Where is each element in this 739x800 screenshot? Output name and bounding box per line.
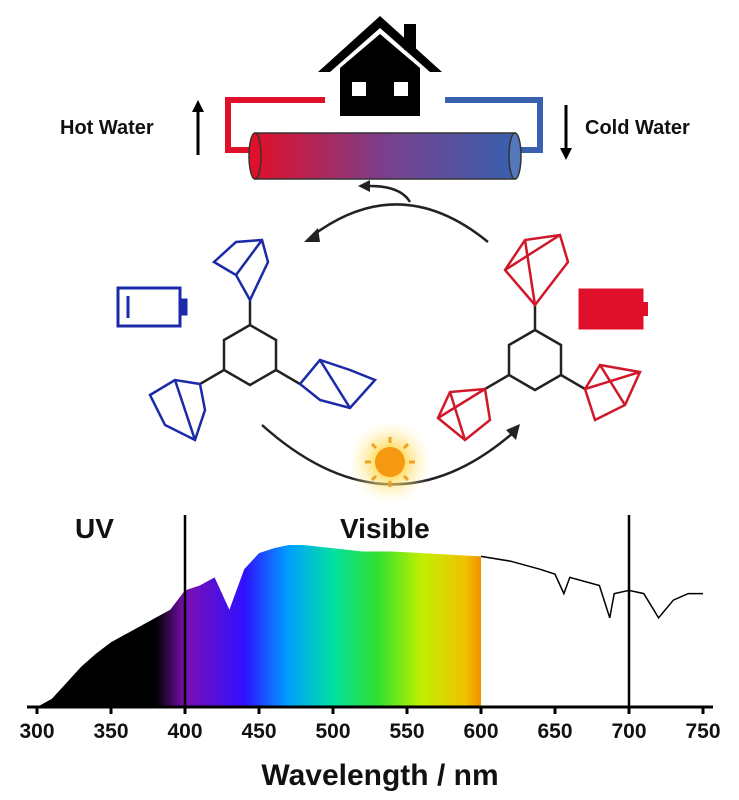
branch-arrow <box>365 184 412 203</box>
hot-water-label: Hot Water <box>60 117 154 139</box>
x-tick-label: 400 <box>167 720 202 743</box>
x-tick-label: 750 <box>685 720 720 743</box>
arrow-head <box>358 180 370 192</box>
battery-full <box>578 288 648 330</box>
arrow-head <box>304 228 320 242</box>
x-tick-label: 500 <box>315 720 350 743</box>
molecule-nbd <box>148 238 378 442</box>
region-label: UV <box>75 513 114 544</box>
x-axis-title: Wavelength / nm <box>261 759 498 792</box>
arrow-head <box>192 100 204 112</box>
house <box>318 16 442 116</box>
spectrum-area <box>37 545 703 707</box>
spectrum-line <box>36 544 703 708</box>
x-tick-label: 300 <box>19 720 54 743</box>
x-tick-label: 550 <box>389 720 424 743</box>
region-label: Visible <box>340 513 430 544</box>
x-tick-label: 600 <box>463 720 498 743</box>
battery-empty <box>116 286 188 328</box>
sun <box>348 420 432 504</box>
tank <box>248 132 522 180</box>
cycle-arrow <box>311 203 489 243</box>
hot-pipe <box>225 97 325 153</box>
spectrum-chart: UV Visible 300 350 400 450 500 550 600 650 700 750 W… <box>19 513 720 792</box>
cold-water-label: Cold Water <box>585 117 690 139</box>
molecule-qc <box>436 233 642 442</box>
x-tick-label: 650 <box>537 720 572 743</box>
cold-pipe <box>445 97 543 153</box>
x-tick-label: 450 <box>241 720 276 743</box>
arrow-head <box>560 148 572 160</box>
x-tick-label: 350 <box>93 720 128 743</box>
arrow-head <box>506 424 520 440</box>
x-tick-label: 700 <box>611 720 646 743</box>
